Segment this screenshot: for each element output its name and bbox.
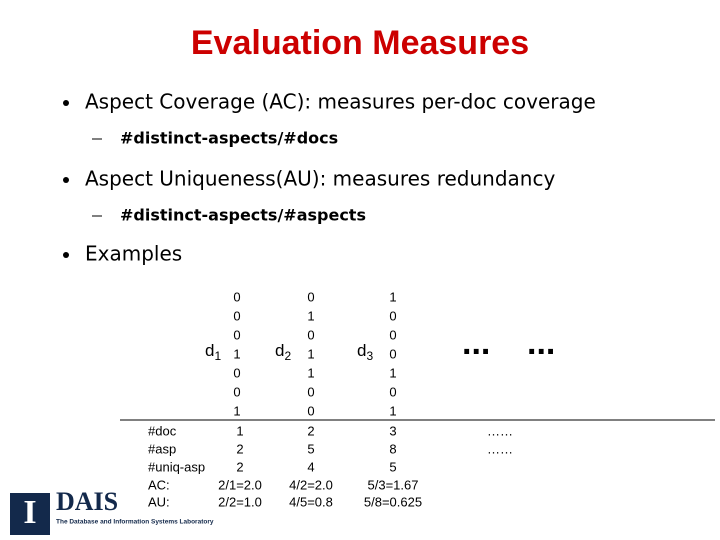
bullet-marker	[63, 100, 69, 106]
table-cell: 2/1=2.0	[218, 477, 262, 492]
doc-name: d	[275, 341, 284, 360]
logo-letter: I	[23, 494, 36, 531]
doc-label: d3	[357, 341, 373, 363]
logo: I DAIS The Database and Information Syst…	[10, 487, 214, 535]
slide-title: Evaluation Measures	[191, 24, 529, 62]
logo-box	[10, 493, 50, 535]
table-cell: 4	[307, 459, 314, 474]
vector-entry: 1	[307, 308, 314, 323]
table-cell: ……	[487, 423, 513, 438]
table-cell: 2	[307, 423, 314, 438]
vector-entry: 0	[389, 346, 396, 361]
ellipsis: ...	[527, 324, 555, 362]
doc-name: d	[357, 341, 366, 360]
vector-entry: 1	[307, 365, 314, 380]
logo-name: DAIS	[56, 487, 118, 516]
table-cell: 2	[236, 441, 243, 456]
doc-subscript: 1	[214, 349, 221, 363]
vector-entry: 1	[389, 365, 396, 380]
vector-entry: 0	[307, 384, 314, 399]
logo-caption: The Database and Information Systems Lab…	[56, 519, 214, 526]
vector-entry: 0	[307, 327, 314, 342]
vector-entry: 1	[233, 346, 240, 361]
vector-entry: 1	[233, 403, 240, 418]
doc-label: d2	[275, 341, 291, 363]
vector-entry: 1	[307, 346, 314, 361]
bullet-text: Examples	[85, 242, 182, 266]
vector-entry: 0	[233, 365, 240, 380]
bullet-text: Aspect Coverage (AC): measures per-doc c…	[85, 90, 596, 114]
vector-entry: 0	[389, 384, 396, 399]
vector-entry: 0	[307, 289, 314, 304]
row-label: #doc	[148, 423, 177, 438]
table-cell: 5	[307, 441, 314, 456]
row-label: #uniq-asp	[148, 459, 205, 474]
vector-entry: 0	[389, 308, 396, 323]
table-cell: 8	[389, 441, 396, 456]
row-label: AU:	[148, 494, 170, 509]
table-cell: 4/2=2.0	[289, 477, 333, 492]
sub-bullet-text: #distinct-aspects/#docs	[120, 129, 338, 148]
table-cell: ……	[487, 441, 513, 456]
bullet-marker	[63, 252, 69, 258]
vector-entry: 0	[233, 384, 240, 399]
row-label: AC:	[148, 477, 170, 492]
table-cell: 2/2=1.0	[218, 494, 262, 509]
vector-entry: 0	[233, 327, 240, 342]
table-cell: 5/3=1.67	[368, 477, 419, 492]
doc-label: d1	[205, 341, 221, 363]
row-label: #asp	[148, 441, 176, 456]
sub-bullet-text: #distinct-aspects/#aspects	[120, 206, 366, 225]
table-cell: 3	[389, 423, 396, 438]
bullet-text: Aspect Uniqueness(AU): measures redundan…	[85, 167, 555, 191]
vector-entry: 0	[233, 308, 240, 323]
table-cell: 1	[236, 423, 243, 438]
table-cell: 5/8=0.625	[364, 494, 422, 509]
vector-entry: 0	[389, 327, 396, 342]
vector-entry: 0	[307, 403, 314, 418]
table-cell: 4/5=0.8	[289, 494, 333, 509]
vector-entry: 1	[389, 403, 396, 418]
vector-entry: 1	[389, 289, 396, 304]
vector-entry: 0	[233, 289, 240, 304]
table-cell: 5	[389, 459, 396, 474]
ellipsis: ...	[462, 324, 490, 362]
doc-name: d	[205, 341, 214, 360]
bullet-marker	[63, 177, 69, 183]
doc-subscript: 2	[284, 349, 291, 363]
doc-subscript: 3	[366, 349, 373, 363]
table-cell: 2	[236, 459, 243, 474]
